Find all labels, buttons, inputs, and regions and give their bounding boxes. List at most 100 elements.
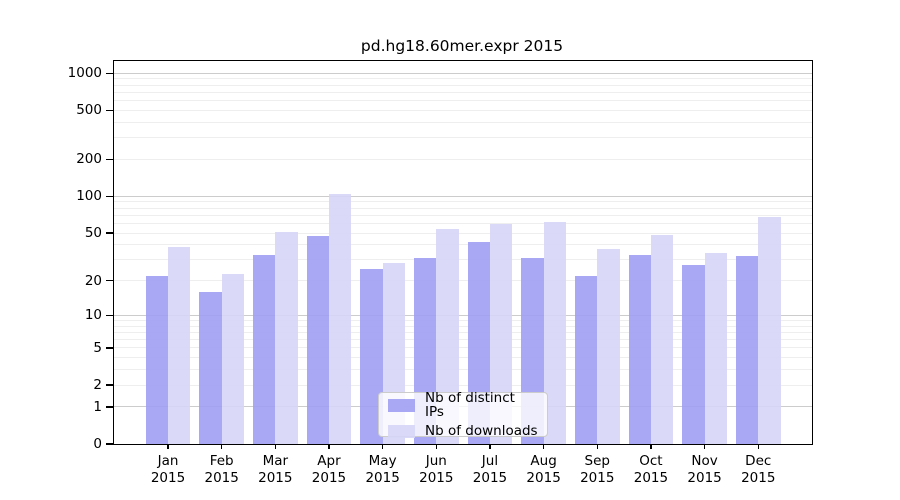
y-tick-label: 100 [76,188,102,205]
minor-gridline [114,259,812,261]
y-tick-mark [106,347,114,349]
minor-gridline [114,347,812,349]
x-tick-label: Jan 2015 [151,453,185,487]
legend-label: Nb of distinct IPs [425,390,515,420]
x-tick-label: Oct 2015 [634,453,668,487]
x-tick-mark [220,444,223,449]
bar-downloads-apr [328,193,352,444]
major-gridline [114,314,812,316]
bar-downloads-jul [489,224,513,444]
bar-distinct-ips-apr [306,236,329,444]
x-tick-label: Mar 2015 [258,453,292,487]
x-tick-label-year: 2015 [150,470,186,486]
legend-swatch [388,424,415,438]
x-tick-mark [274,444,276,449]
y-tick-mark [106,232,114,234]
minor-gridline [114,109,812,111]
x-tick-label: Aug 2015 [526,453,560,487]
legend-swatch [388,398,415,412]
minor-gridline [114,91,812,93]
x-tick-label: Sep 2015 [580,453,614,487]
x-tick-mark [328,444,330,449]
legend-item-distinct-ips: Nb of distinct IPs [388,391,538,419]
bar-downloads-jun [436,229,459,444]
x-tick-label-year: 2015 [419,470,454,486]
bar-distinct-ips-sep [574,275,598,444]
x-tick-label: Dec 2015 [741,453,775,487]
minor-gridline [114,384,812,386]
x-tick-label: Feb 2015 [204,453,238,487]
minor-gridline [114,339,812,341]
minor-gridline [114,331,812,333]
x-tick-label-year: 2015 [741,470,776,486]
y-tick-label: 200 [76,151,102,168]
x-tick-mark [650,444,652,449]
x-tick-mark [167,444,169,449]
y-tick-label: 1 [93,398,102,415]
major-gridline [114,72,812,74]
x-tick-label: Nov 2015 [687,453,721,487]
x-tick-mark [757,444,759,449]
y-tick-mark [106,109,114,112]
y-tick-mark [106,314,114,317]
x-tick-label-year: 2015 [687,470,722,486]
x-tick-label-year: 2015 [526,470,561,486]
x-tick-label-month: Nov [691,453,718,469]
bar-distinct-ips-mar [252,254,276,444]
minor-gridline [114,325,812,327]
minor-gridline [114,78,812,80]
legend-item-downloads: Nb of downloads [388,424,538,438]
bar-distinct-ips-oct [628,254,651,444]
minor-gridline [114,207,812,209]
x-tick-label-year: 2015 [258,470,293,486]
minor-gridline [114,214,812,216]
plot-area: 0 1 2 5 10 20 50 100 200 500 1000 Jan 2015 Feb 2015 Ma… [68,60,813,486]
y-tick-label: 1000 [67,65,102,82]
minor-gridline [114,201,812,203]
minor-gridline [114,100,812,102]
minor-gridline [114,319,812,321]
x-tick-label-year: 2015 [204,470,239,486]
y-tick-mark [106,384,114,386]
x-tick-mark [489,444,491,449]
minor-gridline [114,158,812,160]
minor-gridline [114,137,812,139]
y-tick-mark [106,72,114,75]
chart-title: pd.hg18.60mer.expr 2015 [360,37,564,55]
bar-downloads-nov [704,253,727,444]
legend: Nb of distinct IPs Nb of downloads [378,391,548,438]
y-tick-mark [106,443,114,445]
x-tick-label-month: Feb [209,453,234,469]
x-tick-mark [542,444,545,449]
minor-gridline [114,280,812,282]
x-tick-mark [703,444,706,449]
x-tick-mark [381,444,384,449]
x-tick-label-year: 2015 [472,470,508,486]
x-tick-label: May 2015 [365,453,399,487]
y-tick-label: 20 [84,272,102,289]
x-tick-label-month: Oct [639,453,663,469]
y-tick-label: 2 [93,377,102,394]
bar-distinct-ips-nov [682,265,705,444]
x-tick-label-month: Jul [481,453,499,469]
y-tick-label: 500 [76,102,102,119]
y-tick-mark [106,158,114,161]
minor-gridline [114,232,812,234]
major-gridline [114,195,812,197]
x-tick-label-year: 2015 [365,470,400,486]
bar-distinct-ips-jan [145,275,168,444]
x-tick-mark [435,444,437,449]
minor-gridline [114,244,812,246]
legend-label: Nb of downloads [425,423,538,439]
x-tick-label: Apr 2015 [312,453,346,487]
bar-downloads-oct [650,235,674,444]
minor-gridline [114,222,812,224]
x-tick-label-year: 2015 [580,470,615,486]
bar-downloads-dec [758,216,781,444]
bar-distinct-ips-may [360,269,383,444]
bar-distinct-ips-feb [199,292,222,444]
minor-gridline [114,357,812,359]
minor-gridline [114,121,812,123]
x-tick-label-month: May [368,453,397,469]
y-tick-mark [106,195,114,198]
